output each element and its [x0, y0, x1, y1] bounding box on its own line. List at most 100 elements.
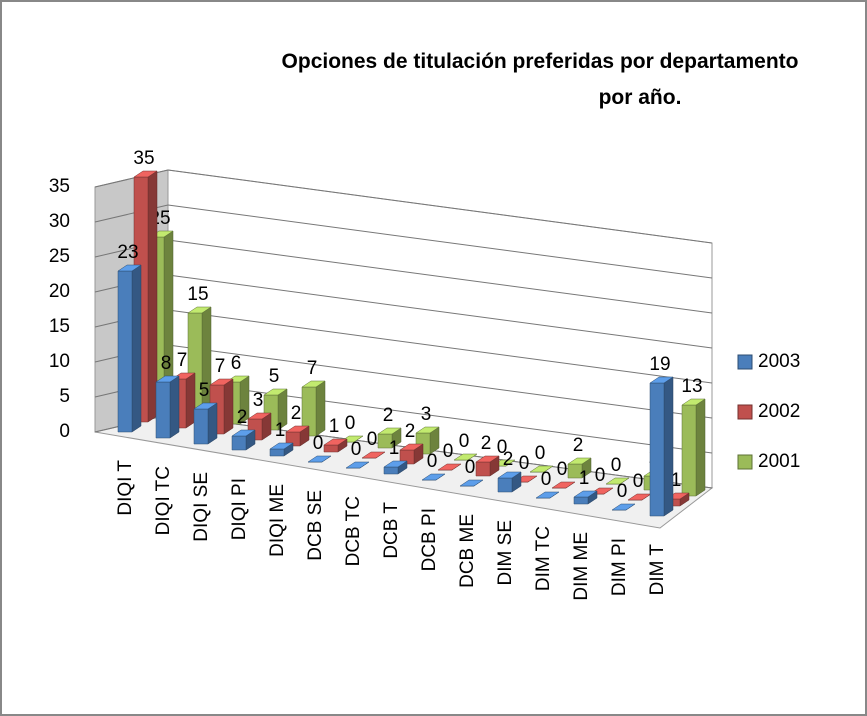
y-tick-label: 15: [49, 316, 70, 337]
data-label: 1: [671, 470, 682, 491]
bar-side: [131, 264, 142, 433]
bar: [383, 460, 408, 475]
bar-front: [573, 496, 589, 505]
x-tick-label: DCB TC: [343, 496, 364, 566]
data-label: 2: [237, 407, 248, 428]
bar-side: [169, 375, 180, 439]
bar: [193, 402, 218, 445]
bar-top: [117, 264, 142, 272]
data-label: 1: [579, 468, 590, 489]
data-label: 5: [199, 380, 210, 401]
bar-top: [529, 465, 554, 473]
bar-top: [605, 477, 630, 485]
bar-top: [285, 425, 310, 433]
data-label: 8: [161, 353, 172, 374]
bar-top: [611, 503, 636, 511]
bar-top: [383, 460, 408, 468]
x-tick-label: DCB T: [381, 502, 402, 559]
x-tick-label: DCB PI: [419, 508, 440, 571]
bar-top: [475, 455, 500, 463]
data-label: 2: [481, 433, 492, 454]
bar-top: [567, 457, 592, 465]
bar: [231, 429, 256, 451]
bar-top: [133, 170, 158, 178]
bar: [681, 398, 706, 497]
bar-top: [649, 376, 674, 384]
bar-front: [231, 435, 247, 451]
bar-front: [681, 404, 697, 497]
data-label: 19: [649, 354, 670, 375]
bar-top: [301, 380, 326, 388]
data-label: 6: [231, 353, 242, 374]
bar: [377, 427, 402, 449]
bar-side: [185, 372, 196, 429]
bar: [475, 455, 500, 477]
legend-swatch: [737, 404, 753, 420]
bar: [497, 471, 522, 493]
x-tick-label: DIQI SE: [191, 472, 212, 542]
legend-swatch: [737, 454, 753, 470]
x-tick-label: DIM PI: [609, 538, 630, 596]
bar: [323, 438, 348, 453]
bar-top: [307, 455, 332, 463]
data-label: 2: [503, 449, 514, 470]
y-tick-label: 0: [59, 421, 70, 442]
bar-front: [383, 466, 399, 475]
data-label: 1: [329, 416, 340, 437]
bar-side: [223, 378, 234, 435]
y-tick-label: 35: [49, 176, 70, 197]
bar-top: [573, 490, 598, 498]
x-tick-label: DIQI T: [115, 460, 136, 516]
data-label: 1: [389, 438, 400, 459]
legend-label: 2002: [758, 401, 800, 422]
bar: [247, 412, 272, 441]
data-label: 0: [367, 429, 378, 450]
grid-line: [167, 274, 713, 349]
x-tick-label: DCB SE: [305, 490, 326, 561]
bar-front: [475, 461, 491, 477]
bar: [437, 463, 462, 471]
grid-line: [167, 344, 713, 419]
bar: [301, 380, 326, 437]
bar-top: [377, 427, 402, 435]
bar-top: [209, 378, 234, 386]
bar: [307, 455, 332, 463]
data-label: 0: [459, 431, 470, 452]
legend-swatch: [737, 354, 753, 370]
data-label: 0: [617, 481, 628, 502]
data-label: 23: [117, 242, 138, 263]
bar-side: [315, 380, 326, 437]
bar-top: [453, 453, 478, 461]
bar-front: [269, 448, 285, 457]
bar: [453, 453, 478, 461]
bar-side: [147, 170, 158, 423]
bar: [269, 442, 294, 457]
legend-label: 2001: [758, 451, 800, 472]
bar-side: [663, 376, 674, 517]
bar-top: [193, 402, 218, 410]
data-label: 2: [291, 403, 302, 424]
data-label: 0: [427, 451, 438, 472]
x-tick-label: DCB ME: [457, 514, 478, 588]
bar-top: [421, 473, 446, 481]
bar-top: [263, 388, 288, 396]
x-tick-label: DIQI ME: [267, 484, 288, 557]
y-tick-label: 30: [49, 211, 70, 232]
grid-line: [167, 309, 713, 384]
bar-side: [207, 402, 218, 445]
grid-line: [167, 204, 713, 279]
bar-front: [649, 382, 665, 517]
bar-top: [155, 375, 180, 383]
bar: [535, 491, 560, 499]
y-tick-label: 25: [49, 246, 70, 267]
data-label: 13: [681, 376, 702, 397]
data-label: 2: [405, 421, 416, 442]
bar-front: [155, 381, 171, 439]
bar-top: [323, 438, 348, 446]
data-label: 5: [269, 366, 280, 387]
data-label: 0: [443, 441, 454, 462]
bar-top: [437, 463, 462, 471]
bar: [361, 451, 386, 459]
bar-top: [361, 451, 386, 459]
